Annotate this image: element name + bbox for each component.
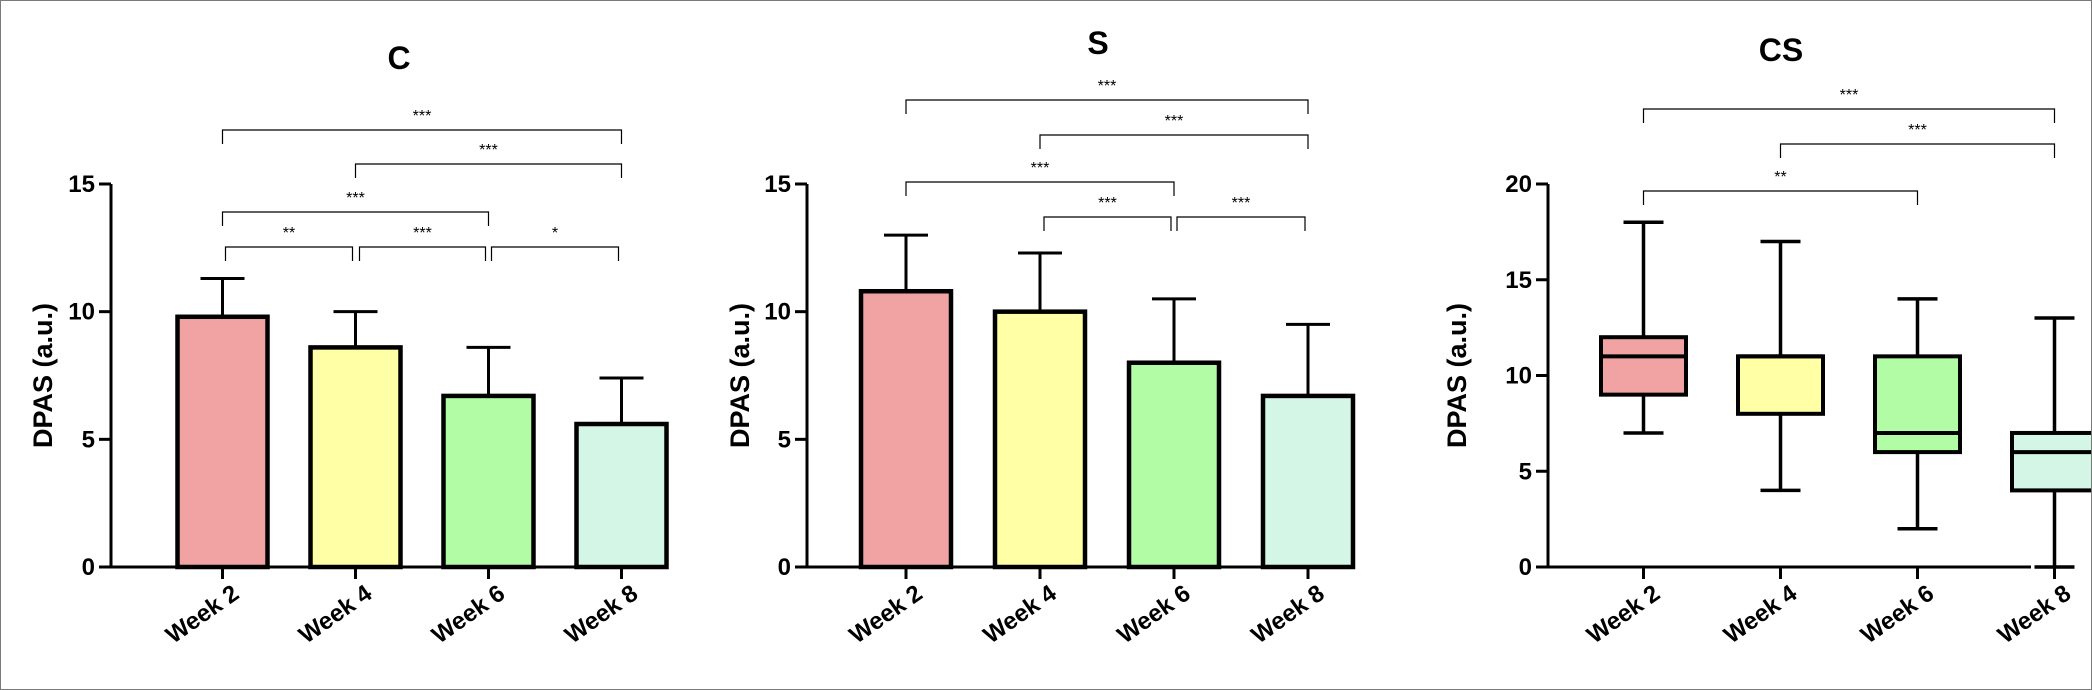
bar — [574, 421, 669, 570]
significance-label: *** — [1031, 160, 1050, 177]
significance-label: * — [552, 225, 558, 242]
x-tick-label: Week 8 — [1993, 580, 2076, 649]
significance-bracket: *** — [1176, 195, 1306, 231]
chart-title: C — [387, 40, 410, 76]
significance-bracket: *** — [1043, 195, 1172, 231]
box — [1599, 335, 1688, 397]
significance-label: *** — [1165, 113, 1184, 130]
significance-bracket: *** — [221, 108, 623, 144]
significance-bracket: *** — [354, 142, 623, 178]
significance-line — [1642, 190, 1919, 205]
significance-label: ** — [283, 225, 295, 242]
significance-line — [1779, 143, 2056, 158]
significance-label: *** — [413, 225, 432, 242]
significance-label: *** — [1908, 122, 1927, 139]
significance-bracket: * — [490, 225, 620, 261]
significance-line — [1176, 216, 1306, 231]
significance-line — [221, 211, 490, 226]
significance-label: *** — [1098, 78, 1117, 95]
significance-bracket: ** — [224, 225, 354, 261]
bar — [992, 309, 1088, 570]
x-tick-label: Week 4 — [1719, 579, 1802, 649]
significance-line — [1642, 108, 2056, 123]
box — [1736, 354, 1825, 416]
chart-panel-1: C DPAS (a.u.) 0 5 10 15 Week 2 Week 4 Week 6 Week… — [28, 40, 669, 649]
significance-bracket: *** — [221, 190, 490, 226]
bar — [175, 314, 270, 570]
y-tick-label: 0 — [778, 554, 791, 581]
significance-bracket: *** — [905, 160, 1175, 196]
x-tick-label: Week 6 — [1856, 580, 1939, 649]
significance-label: *** — [1232, 195, 1251, 212]
significance-label: *** — [413, 108, 432, 125]
chart-title: S — [1087, 25, 1108, 61]
box — [2010, 430, 2091, 493]
bar — [858, 288, 954, 570]
box — [1873, 354, 1962, 455]
chart-panel-2: S DPAS (a.u.) 0 5 10 15 Week 2 Week 4 Week 6 Week… — [725, 25, 1356, 649]
x-tick-label: Week 2 — [845, 580, 928, 649]
bar — [1260, 393, 1356, 570]
significance-bracket: *** — [1779, 122, 2056, 158]
bar — [308, 345, 403, 570]
y-tick-label: 10 — [1505, 363, 1532, 390]
y-tick-label: 15 — [68, 171, 95, 198]
y-tick-label: 10 — [68, 299, 95, 326]
y-tick-label: 5 — [82, 426, 95, 453]
y-tick-label: 0 — [82, 554, 95, 581]
significance-line — [224, 246, 354, 261]
y-tick-label: 15 — [764, 171, 791, 198]
significance-line — [354, 163, 623, 178]
x-tick-label: Week 6 — [427, 580, 510, 649]
x-tick-label: Week 8 — [1247, 580, 1330, 649]
y-tick-label: 5 — [1519, 458, 1532, 485]
significance-label: ** — [1774, 169, 1786, 186]
y-axis-label: DPAS (a.u.) — [725, 303, 755, 448]
significance-label: *** — [346, 190, 365, 207]
y-tick-label: 15 — [1505, 267, 1532, 294]
y-tick-label: 5 — [778, 426, 791, 453]
y-tick-label: 20 — [1505, 171, 1532, 198]
significance-label: *** — [479, 142, 498, 159]
significance-label: *** — [1098, 195, 1117, 212]
y-tick-label: 10 — [764, 299, 791, 326]
x-tick-label: Week 4 — [979, 579, 1062, 649]
significance-bracket: *** — [1039, 113, 1309, 149]
x-tick-label: Week 2 — [161, 580, 244, 649]
significance-line — [905, 181, 1175, 196]
y-tick-label: 0 — [1519, 554, 1532, 581]
significance-line — [358, 246, 487, 261]
significance-bracket: *** — [1642, 87, 2056, 123]
significance-label: *** — [1840, 87, 1859, 104]
significance-bracket: *** — [358, 225, 487, 261]
significance-bracket: *** — [905, 78, 1309, 114]
significance-line — [905, 99, 1309, 114]
y-axis-label: DPAS (a.u.) — [28, 303, 58, 448]
x-tick-label: Week 6 — [1113, 580, 1196, 649]
significance-line — [1043, 216, 1172, 231]
chart-title: CS — [1759, 32, 1803, 68]
significance-line — [490, 246, 620, 261]
y-axis-label: DPAS (a.u.) — [1442, 303, 1472, 448]
chart-panel-3: CS DPAS (a.u.) 0 5 10 15 20 Week 2 Week 4 Week 6 W… — [1442, 32, 2091, 649]
significance-line — [1039, 134, 1309, 149]
x-tick-label: Week 2 — [1582, 580, 1665, 649]
significance-bracket: ** — [1642, 169, 1919, 205]
bar — [1126, 360, 1222, 570]
significance-line — [221, 129, 623, 144]
x-tick-label: Week 4 — [294, 579, 377, 649]
x-tick-label: Week 8 — [560, 580, 643, 649]
bar — [441, 393, 536, 570]
